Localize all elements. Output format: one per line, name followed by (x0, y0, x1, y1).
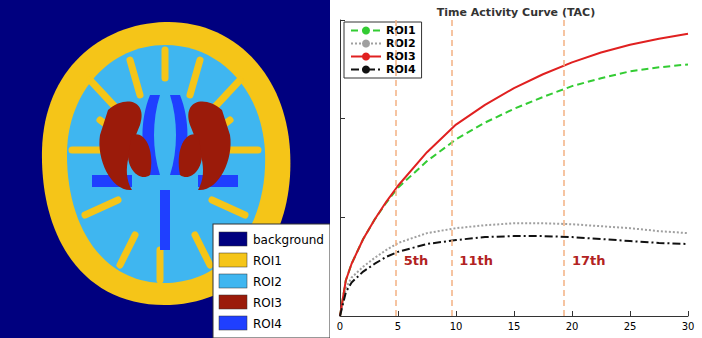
svg-text:30: 30 (682, 321, 695, 332)
svg-text:ROI1: ROI1 (386, 24, 416, 37)
svg-text:background: background (253, 233, 324, 247)
svg-text:5: 5 (395, 321, 401, 332)
svg-text:ROI3: ROI3 (386, 50, 416, 63)
svg-text:17th: 17th (572, 253, 606, 268)
svg-text:ROI1: ROI1 (253, 254, 282, 268)
svg-text:ROI3: ROI3 (253, 296, 282, 310)
svg-text:ROI4: ROI4 (386, 63, 416, 76)
svg-text:25: 25 (624, 321, 637, 332)
svg-text:5th: 5th (404, 253, 429, 268)
svg-text:ROI2: ROI2 (253, 275, 282, 289)
svg-text:ROI2: ROI2 (386, 37, 416, 50)
svg-text:20: 20 (566, 321, 579, 332)
svg-text:0: 0 (337, 321, 343, 332)
svg-text:10: 10 (450, 321, 463, 332)
svg-text:15: 15 (508, 321, 521, 332)
svg-text:ROI4: ROI4 (253, 317, 282, 331)
svg-text:11th: 11th (459, 253, 493, 268)
svg-text:Time Activity Curve (TAC): Time Activity Curve (TAC) (437, 6, 595, 19)
